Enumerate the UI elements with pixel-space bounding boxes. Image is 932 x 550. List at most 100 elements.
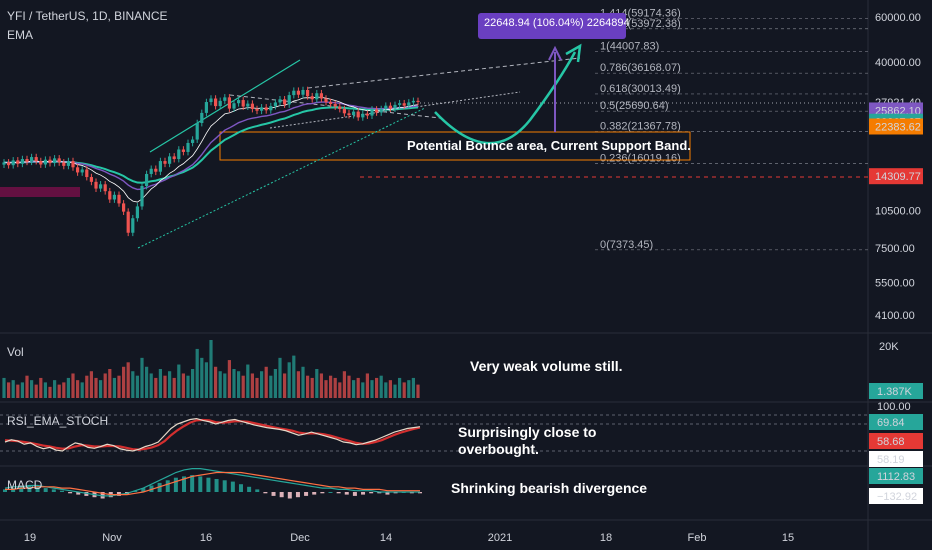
volume-bar <box>108 369 112 398</box>
price-axis[interactable]: 60000.0040000.0027921.4025862.1023367.87… <box>869 12 923 322</box>
volume-bar <box>145 366 149 398</box>
macd-histogram-bar <box>279 492 284 498</box>
volume-bar <box>154 377 158 398</box>
fib-level-label: 0.618(30013.49) <box>600 83 681 95</box>
volume-bar <box>393 384 397 398</box>
candle-body <box>402 103 406 106</box>
price-badge <box>869 118 923 135</box>
candle-body <box>25 159 29 162</box>
volume-bar <box>227 360 231 398</box>
volume-bar <box>296 371 300 398</box>
macd-histogram-bar <box>369 492 374 494</box>
volume-bar <box>218 371 222 398</box>
macd-histogram-bar <box>157 482 162 492</box>
macd-histogram-bar <box>165 480 170 492</box>
candle-body <box>103 184 107 192</box>
volume-bar <box>416 384 420 398</box>
macd-histogram-bar <box>19 486 24 492</box>
stoch-badge-label: 58.68 <box>877 436 905 448</box>
candle-body <box>223 97 227 101</box>
macd-histogram-bar <box>352 492 357 496</box>
stoch-annotation-line2: overbought. <box>458 441 539 457</box>
volume-bars: 20K 1.387K <box>2 340 923 399</box>
volume-badge <box>869 383 923 399</box>
price-tick-label: 40000.00 <box>875 57 921 69</box>
volume-bar <box>411 377 415 398</box>
macd-histogram-bar <box>312 492 317 495</box>
volume-bar <box>319 373 323 398</box>
volume-bar <box>149 373 153 398</box>
candle-body <box>398 103 402 105</box>
macd-histogram-bar <box>320 492 325 494</box>
candle-body <box>306 89 310 97</box>
candle-body <box>34 157 38 162</box>
macd-histogram-bar <box>230 481 235 492</box>
candle-body <box>375 109 379 113</box>
candle-body <box>39 161 43 165</box>
candle-body <box>241 100 245 107</box>
candle-body <box>273 102 277 107</box>
time-tick-label: 16 <box>200 532 212 544</box>
symbol-title: YFI / TetherUS, 1D, BINANCE <box>7 9 168 23</box>
volume-panel-label: Vol <box>7 345 24 359</box>
volume-bar <box>195 348 199 398</box>
macd-histogram-bar <box>295 492 300 498</box>
volume-axis-label: 20K <box>879 341 899 353</box>
macd-histogram-bar <box>100 492 105 499</box>
macd-histogram-bar <box>35 486 40 492</box>
candle-body <box>62 162 66 166</box>
candle-body <box>57 158 61 163</box>
time-tick-label: 14 <box>380 532 392 544</box>
macd-histogram-bar <box>385 492 390 495</box>
volume-bar <box>255 377 259 398</box>
volume-bar <box>25 375 29 398</box>
volume-bar <box>379 375 383 398</box>
volume-bar <box>388 380 392 398</box>
volume-bar <box>112 377 116 398</box>
macd-histogram-bar <box>377 492 382 494</box>
candle-body <box>246 103 250 107</box>
time-axis[interactable]: 19 Nov 16 Dec 14 2021 18 Feb 15 <box>24 532 794 544</box>
candle-body <box>20 159 24 164</box>
candle-body <box>200 112 204 124</box>
volume-bar <box>241 375 245 398</box>
resistance-zone-box <box>0 187 80 197</box>
candle-body <box>407 102 411 106</box>
volume-bar <box>122 366 126 398</box>
bounce-annotation: Potential Bounce area, Current Support B… <box>407 138 691 153</box>
macd-badge-label: 1112.83 <box>877 471 915 483</box>
candle-body <box>227 97 231 109</box>
measure-label-box <box>478 13 626 39</box>
measure-arrowhead <box>548 45 562 61</box>
volume-bar <box>7 382 11 398</box>
stoch-badge <box>869 451 923 467</box>
fib-level-label: 1(44007.83) <box>600 40 659 52</box>
macd-signal-line <box>5 471 420 496</box>
volume-annotation: Very weak volume still. <box>470 358 623 374</box>
candle-body <box>30 157 34 162</box>
macd-histogram-bar <box>116 492 121 496</box>
candle-body <box>278 99 282 103</box>
candle-body <box>329 102 333 105</box>
volume-bar <box>71 373 75 398</box>
candle-body <box>361 113 365 118</box>
stoch-badge-label: 69.84 <box>877 417 905 429</box>
candle-body <box>342 109 346 114</box>
macd-badge <box>869 488 923 504</box>
candle-body <box>416 100 420 102</box>
macd-histogram-bar <box>149 485 154 492</box>
volume-bar <box>103 373 107 398</box>
macd-histogram-bar <box>409 492 414 494</box>
candle-body <box>352 111 356 116</box>
macd-histogram-bar <box>11 488 16 492</box>
volume-bar <box>273 369 277 398</box>
volume-bar <box>264 366 268 398</box>
price-tick-label: 10500.00 <box>875 206 921 218</box>
volume-bar <box>57 384 61 398</box>
volume-bar <box>131 371 135 398</box>
volume-bar <box>62 382 66 398</box>
candle-body <box>163 161 167 164</box>
macd-histogram-bar <box>84 492 89 496</box>
macd-histogram-bar <box>206 477 211 492</box>
